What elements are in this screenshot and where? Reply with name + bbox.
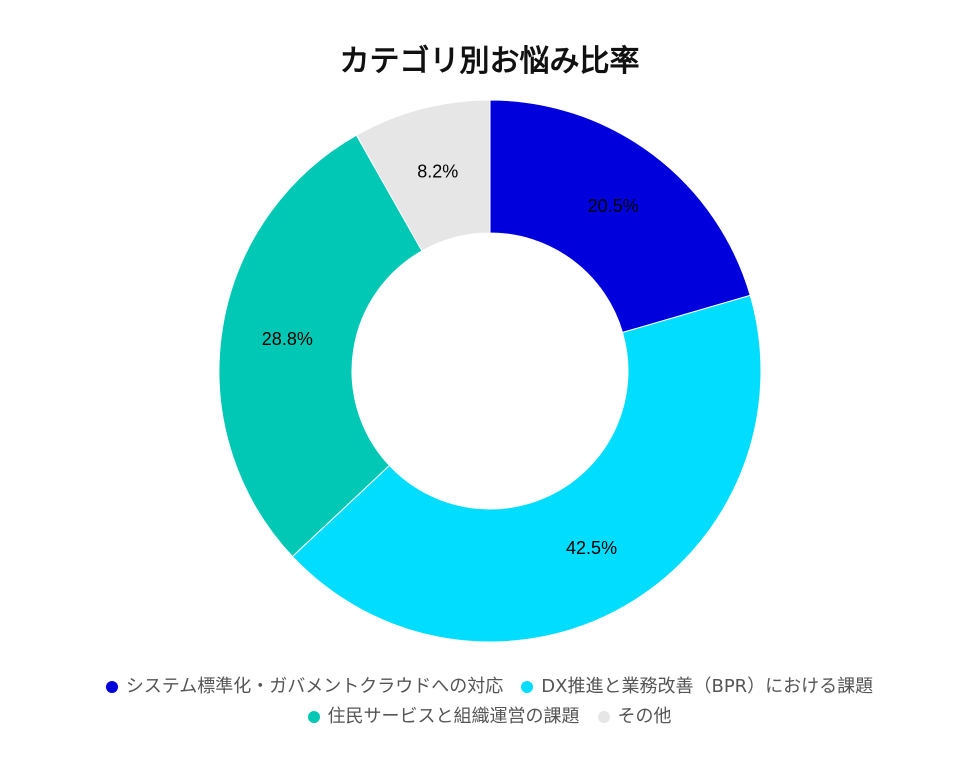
legend-item[interactable]: 住民サービスと組織運営の課題 <box>307 702 580 732</box>
legend-label: システム標準化・ガバメントクラウドへの対応 <box>125 676 504 697</box>
donut-slice[interactable] <box>291 294 762 643</box>
legend-swatch <box>521 681 534 693</box>
slice-value-label: 20.5% <box>588 196 639 216</box>
slice-value-label: 42.5% <box>566 538 617 558</box>
donut-slices <box>218 99 762 643</box>
legend-row-2: 住民サービスと組織運営の課題 その他 <box>0 702 979 732</box>
legend-swatch <box>105 681 118 693</box>
legend-item[interactable]: DX推進と業務改善（BPR）における課題 <box>521 672 873 702</box>
legend-item[interactable]: その他 <box>597 702 672 732</box>
legend-label: その他 <box>617 706 672 727</box>
donut-slice[interactable] <box>218 134 423 558</box>
slice-value-label: 8.2% <box>417 162 458 182</box>
legend-label: 住民サービスと組織運営の課題 <box>327 706 580 727</box>
legend-row-1: システム標準化・ガバメントクラウドへの対応 DX推進と業務改善（BPR）における… <box>0 672 979 702</box>
legend-item[interactable]: システム標準化・ガバメントクラウドへの対応 <box>105 672 504 702</box>
legend-swatch <box>597 711 610 723</box>
legend: システム標準化・ガバメントクラウドへの対応 DX推進と業務改善（BPR）における… <box>0 672 979 732</box>
chart-title: カテゴリ別お悩み比率 <box>339 44 640 79</box>
slice-value-label: 28.8% <box>262 329 313 349</box>
legend-label: DX推進と業務改善（BPR）における課題 <box>541 676 874 697</box>
donut-slice[interactable] <box>355 99 491 252</box>
legend-swatch <box>307 711 320 723</box>
donut-labels: 20.5% 42.5% 28.8% 8.2% <box>262 162 639 558</box>
donut-slice[interactable] <box>489 99 751 334</box>
donut-chart: 20.5% 42.5% 28.8% 8.2% <box>218 99 762 643</box>
